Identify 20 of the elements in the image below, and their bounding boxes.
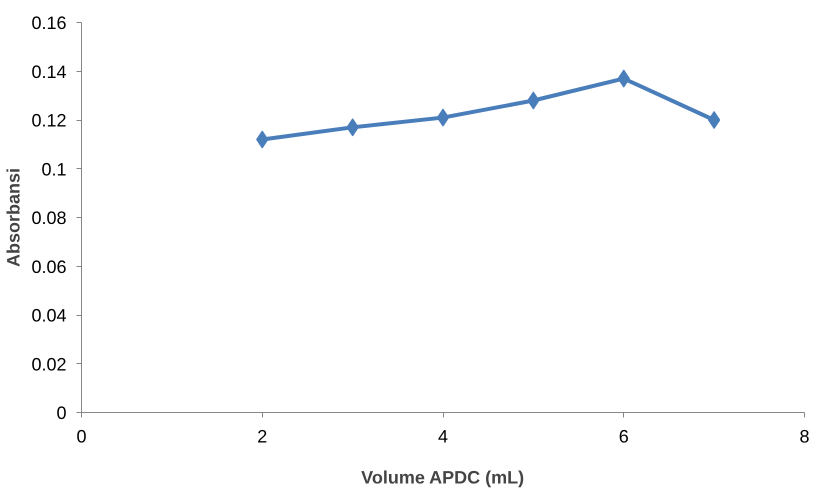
x-tick-label: 8 — [799, 426, 810, 446]
x-tick-label: 6 — [618, 426, 629, 446]
x-tick-label: 4 — [438, 426, 448, 446]
y-tick-label: 0.02 — [31, 354, 67, 374]
y-tick-label: 0 — [56, 403, 67, 423]
y-tick-label: 0.06 — [31, 256, 67, 277]
y-tick-label: 0.14 — [31, 62, 67, 82]
point — [708, 111, 720, 129]
x-tick-label: 2 — [257, 426, 268, 446]
point — [346, 118, 359, 136]
y-tick-label: 0.08 — [31, 208, 67, 228]
point — [436, 108, 450, 127]
y-tick-label: 0.16 — [31, 13, 67, 33]
x-axis-title: Volume APDC (mL) — [361, 468, 524, 488]
y-tick-label: 0.12 — [31, 110, 67, 130]
y-axis-title: Absorbansi — [3, 168, 24, 268]
y-tick-label: 0.04 — [31, 306, 67, 326]
y-tick-label: 0.1 — [41, 159, 67, 180]
point — [527, 92, 540, 110]
x-tick-label: 0 — [76, 426, 87, 446]
